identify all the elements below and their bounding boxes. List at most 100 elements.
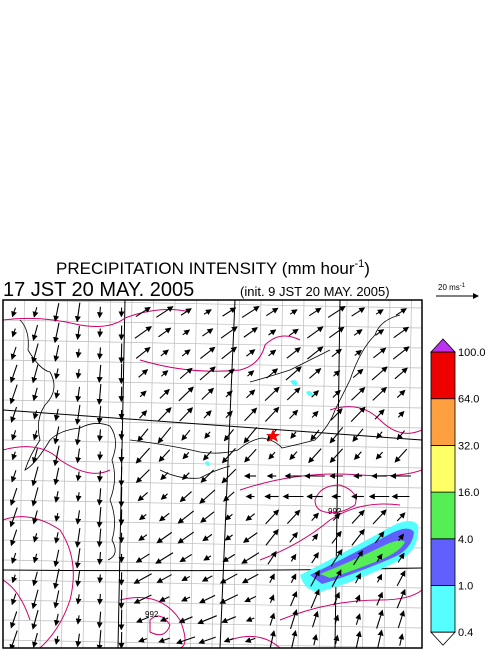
wind-vector xyxy=(394,367,408,380)
colorbar-label: 16.0 xyxy=(458,487,479,499)
wind-vector xyxy=(156,531,173,544)
wind-vector xyxy=(75,510,82,525)
wind-vector xyxy=(330,408,343,421)
wind-vector xyxy=(135,306,151,318)
colorbar-segment xyxy=(430,444,456,493)
wind-vector xyxy=(351,509,365,524)
wind-vector xyxy=(351,387,366,401)
wind-vector xyxy=(377,629,384,648)
wind-vector xyxy=(221,616,237,624)
wind-vector xyxy=(139,390,147,398)
wind-vector xyxy=(311,390,320,398)
grid-line xyxy=(190,300,197,648)
wind-vector xyxy=(269,573,275,583)
wind-vector xyxy=(75,594,82,605)
wind-vector xyxy=(290,431,297,439)
wind-vector xyxy=(157,426,172,444)
wind-vector xyxy=(9,487,18,506)
grid-line xyxy=(82,300,90,648)
wind-vector xyxy=(244,637,256,643)
wind-vector xyxy=(202,533,213,542)
wind-vector xyxy=(203,309,212,315)
wind-vector xyxy=(246,389,256,399)
wind-vector xyxy=(53,532,60,544)
wind-vector xyxy=(11,307,17,318)
wind-vector xyxy=(97,328,104,338)
wind-vector xyxy=(376,591,384,606)
grid-line xyxy=(254,300,262,648)
wind-vector xyxy=(135,553,150,563)
wind-vector xyxy=(181,429,191,441)
colorbar-segment xyxy=(430,491,456,540)
wind-vector xyxy=(155,552,174,564)
colorbar-label: 4.0 xyxy=(458,534,473,546)
wind-vector xyxy=(241,306,260,318)
wind-vector xyxy=(285,366,302,381)
wind-vector xyxy=(31,589,39,610)
wind-vector xyxy=(135,469,150,484)
title: PRECIPITATION INTENSITY (mm hour-1) xyxy=(56,258,370,278)
wind-vector xyxy=(135,447,151,464)
wind-vector xyxy=(311,552,319,564)
colorbar-segment xyxy=(430,398,456,446)
wind-vector xyxy=(160,349,169,357)
wind-vector xyxy=(243,327,258,338)
wind-vector xyxy=(75,492,82,502)
wind-vector xyxy=(222,307,237,317)
wind-vector xyxy=(53,549,60,568)
colorbar-under xyxy=(430,631,456,646)
wind-vector xyxy=(396,570,406,587)
wind-vector xyxy=(11,574,18,584)
wind-vector xyxy=(53,491,60,503)
grid-line xyxy=(3,339,422,349)
wind-vector xyxy=(221,447,236,464)
wind-vector xyxy=(32,571,38,587)
wind-vector xyxy=(241,552,260,564)
wind-vector xyxy=(53,568,60,590)
wind-vector xyxy=(375,451,383,460)
grid-line xyxy=(276,300,283,648)
wind-vector xyxy=(11,328,18,338)
wind-vector xyxy=(397,552,405,563)
wind-vector xyxy=(96,347,103,360)
wind-vector xyxy=(202,450,212,461)
wind-vector xyxy=(96,405,103,425)
wind-vector xyxy=(200,469,215,483)
wind-vector xyxy=(179,367,193,380)
wind-vector xyxy=(244,407,258,422)
wind-vector xyxy=(333,614,340,624)
wind-vector xyxy=(353,550,364,566)
grid-line xyxy=(3,319,422,329)
wind-vector xyxy=(10,406,18,423)
wind-vector xyxy=(200,346,216,360)
wind-vector xyxy=(268,329,277,336)
wind-vector xyxy=(354,349,363,356)
wind-vector xyxy=(221,468,237,484)
wind-vector xyxy=(96,611,103,629)
colorbar-segment xyxy=(430,538,456,586)
wind-vector xyxy=(354,594,361,603)
wind-vector xyxy=(372,386,387,401)
colorbar-label: 32.0 xyxy=(458,440,479,452)
colorbar-label: 64.0 xyxy=(458,394,479,406)
wind-vector xyxy=(375,309,384,316)
wind-vector xyxy=(97,594,103,605)
wind-vector xyxy=(353,451,362,460)
wind-vector xyxy=(332,389,341,398)
wind-vector xyxy=(223,368,235,379)
wind-vector xyxy=(397,410,405,418)
wind-vector xyxy=(306,326,324,339)
wind-vector xyxy=(241,573,259,584)
wind-vector xyxy=(393,326,410,339)
wind-vector xyxy=(219,594,239,604)
grid-line xyxy=(3,519,422,529)
wind-vector xyxy=(286,509,301,524)
grid-line xyxy=(61,300,68,648)
wind-vector xyxy=(74,404,81,426)
wind-vector xyxy=(96,383,103,405)
wind-vector xyxy=(96,429,103,442)
wind-vector xyxy=(373,347,387,359)
wind-vector xyxy=(352,368,364,379)
wind-vector xyxy=(376,609,384,629)
